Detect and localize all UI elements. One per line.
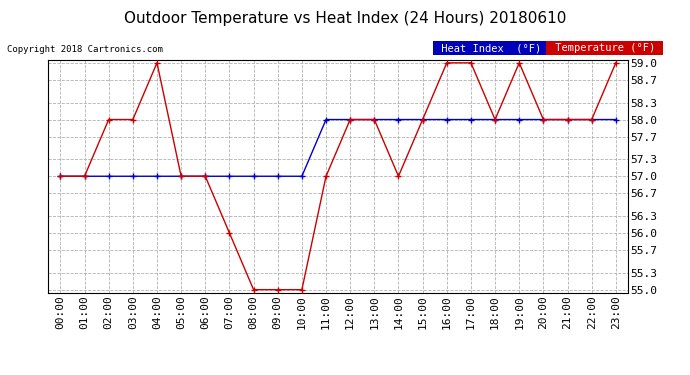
Text: Outdoor Temperature vs Heat Index (24 Hours) 20180610: Outdoor Temperature vs Heat Index (24 Ho… [124, 11, 566, 26]
Text: Heat Index  (°F): Heat Index (°F) [435, 43, 547, 53]
Text: Copyright 2018 Cartronics.com: Copyright 2018 Cartronics.com [7, 45, 163, 54]
Text: Temperature (°F): Temperature (°F) [549, 43, 661, 53]
